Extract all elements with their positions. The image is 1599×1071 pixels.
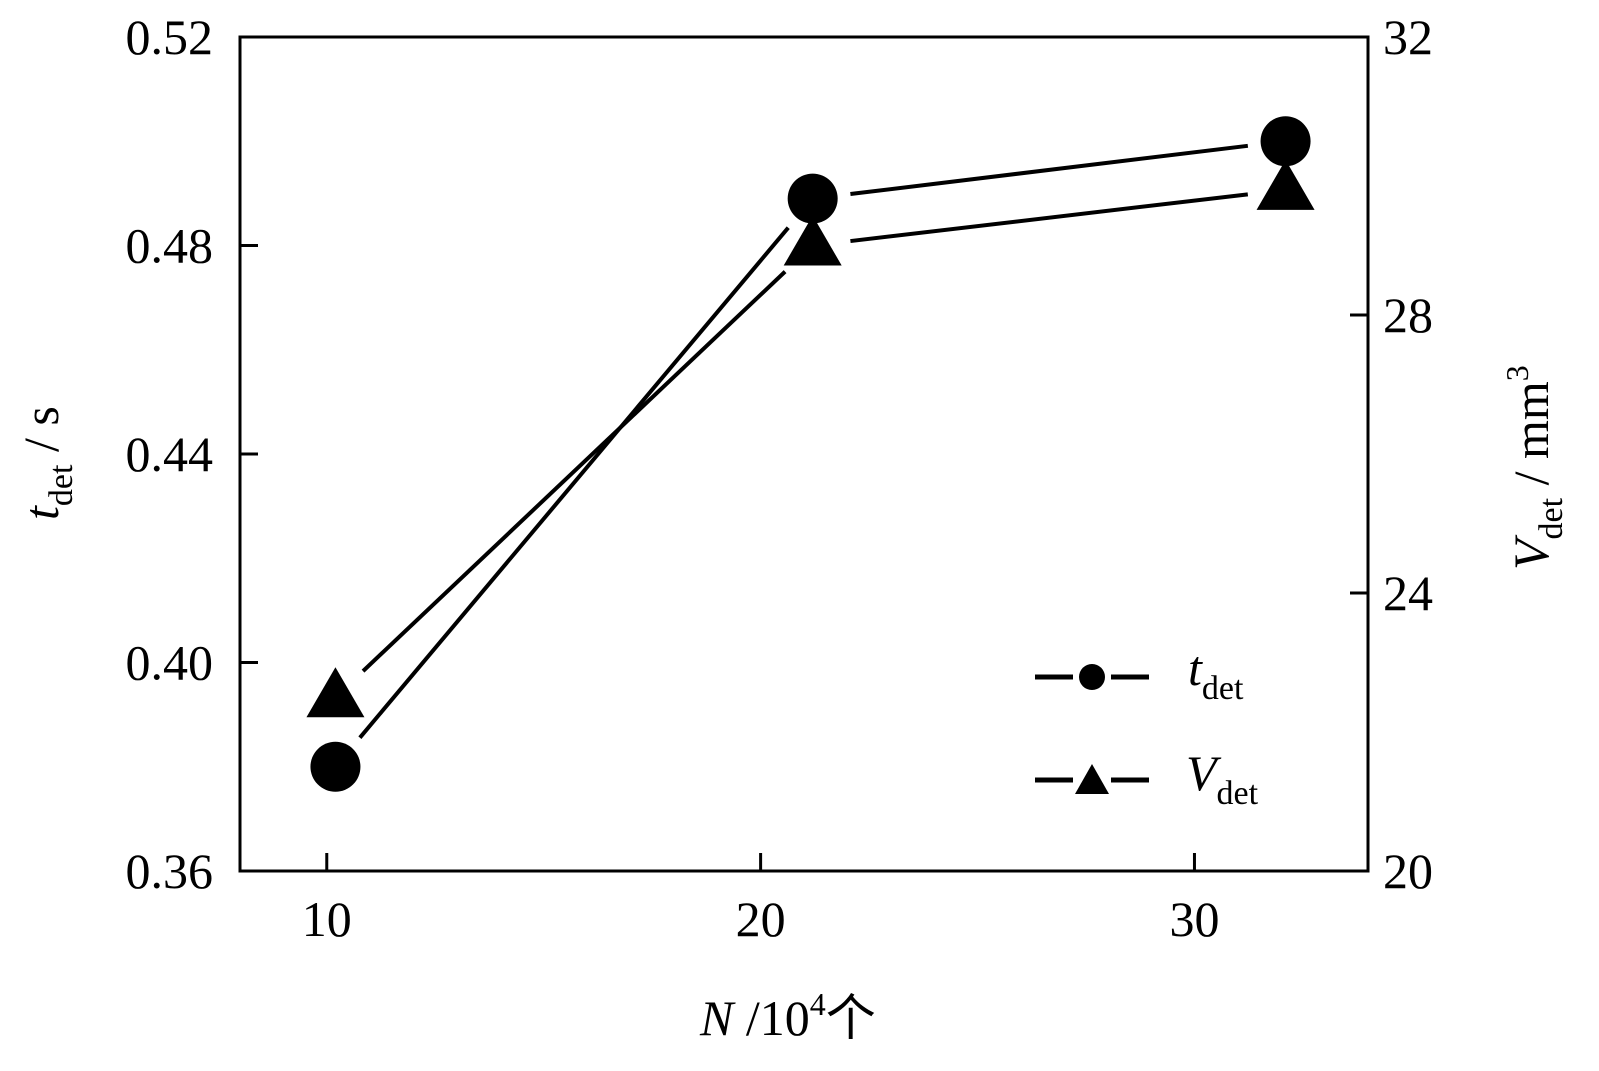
x-tick-label: 20 xyxy=(736,891,786,947)
data-point-triangle xyxy=(1256,159,1315,210)
y-right-tick-label: 24 xyxy=(1383,565,1433,621)
y-left-tick-label: 0.36 xyxy=(126,843,214,899)
y-right-tick-label: 32 xyxy=(1383,9,1433,65)
series-line-segment xyxy=(850,192,1249,244)
series-line-segment xyxy=(850,143,1249,196)
series-layer xyxy=(306,116,1315,792)
legend-label-t: tdet xyxy=(1188,640,1244,707)
data-point-circle xyxy=(1260,116,1311,167)
legend-label-v: Vdet xyxy=(1186,745,1259,812)
data-point-triangle xyxy=(306,667,365,718)
axis-ticks xyxy=(240,35,1368,873)
series-line-segment xyxy=(358,226,790,739)
y-left-tick-label: 0.40 xyxy=(126,635,214,691)
y-right-tick-label: 20 xyxy=(1383,843,1433,899)
y-left-tick-label: 0.52 xyxy=(126,9,214,65)
legend-item-t: tdet xyxy=(1035,640,1244,707)
data-point-circle xyxy=(310,741,361,792)
y-left-tick-label: 0.48 xyxy=(126,218,214,274)
legend-item-v: Vdet xyxy=(1035,745,1259,812)
series-t xyxy=(310,116,1311,792)
series-v xyxy=(306,159,1315,718)
x-axis-title: N /104个 xyxy=(699,986,876,1046)
y-axis-right-title: Vdet / mm3 xyxy=(1499,365,1570,570)
y-right-tick-label: 28 xyxy=(1383,287,1433,343)
data-point-circle xyxy=(787,173,838,224)
series-line-segment xyxy=(361,270,787,673)
legend-circle-marker xyxy=(1079,664,1105,690)
x-tick-label: 10 xyxy=(302,891,352,947)
y-axis-left-title: tdet / s xyxy=(13,406,80,520)
legend-triangle-marker xyxy=(1075,764,1109,794)
legend: tdet Vdet xyxy=(1035,640,1259,812)
data-point-triangle xyxy=(783,215,842,266)
axis-tick-labels: 10 20 30 0.36 0.40 0.44 0.48 0.52 20 24 28 32 xyxy=(126,9,1434,947)
x-tick-label: 30 xyxy=(1169,891,1219,947)
y-left-tick-label: 0.44 xyxy=(126,426,214,482)
